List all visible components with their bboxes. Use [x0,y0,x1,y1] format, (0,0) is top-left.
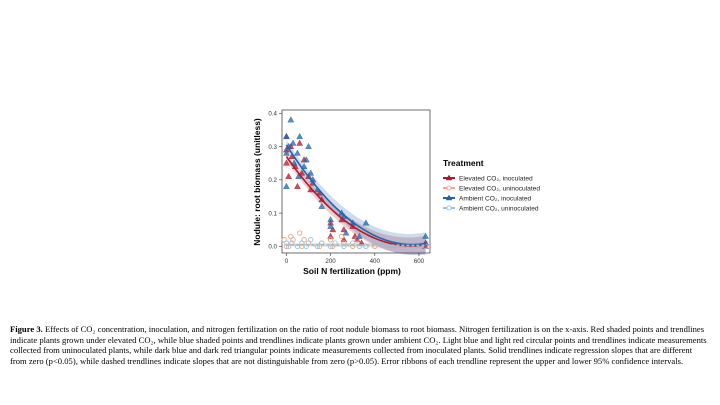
data-point-triangle [287,116,295,123]
data-point-triangle [296,139,304,146]
data-point-circle [363,243,369,249]
data-point-circle [290,237,296,243]
data-point-triangle [285,172,292,179]
x-tick-label: 0 [285,258,289,265]
data-point-circle [350,243,356,249]
data-point-triangle [283,149,290,156]
data-point-triangle [327,222,334,229]
data-point-triangle [283,182,290,189]
data-point-circle [332,240,338,246]
data-point-triangle [294,182,301,189]
legend-label: Ambient CO₂, inoculated [459,195,532,202]
data-point-triangle [307,169,315,176]
caption-text: Effects of CO₂ concentration, inoculatio… [10,324,707,366]
data-point-triangle [283,132,290,140]
y-tick-label: 0.3 [268,144,277,151]
x-tick-label: 200 [325,258,336,265]
data-point-triangle [327,216,334,223]
y-tick-label: 0.2 [268,177,277,184]
data-point-triangle [362,219,370,226]
data-point-circle [297,230,303,236]
legend-marker-triangle [445,194,453,201]
plot-area: 0.0 0.1 0.2 0.3 0.4 0 200 400 600 [268,109,431,265]
legend-label: Ambient CO₂, uninoculated [459,205,539,212]
x-axis-label: Soil N fertilization (ppm) [303,266,401,276]
trendline [285,144,426,246]
data-point-triangle [298,169,306,176]
y-tick-label: 0.4 [268,111,277,118]
data-point-triangle [318,202,326,209]
data-point-triangle [327,232,334,239]
legend: Treatment Elevated CO₂, inoculated Elevat… [443,158,540,212]
y-tick-label: 0.1 [268,210,277,217]
data-point-circle [338,233,345,240]
x-tick-label: 400 [370,258,381,265]
data-point-triangle [302,156,310,163]
data-point-triangle [422,232,429,239]
legend-marker-circle [446,185,452,191]
data-point-triangle [300,162,308,169]
data-point-triangle [305,142,312,149]
data-point-triangle [296,132,304,140]
y-tick-label: 0.0 [268,244,277,251]
legend-marker-triangle [445,174,453,181]
legend-marker-circle [446,205,452,211]
data-point-circle [283,243,290,249]
figure-chart: 0.0 0.1 0.2 0.3 0.4 0 200 400 600 Nodule: root b… [252,109,540,276]
data-point-triangle [355,232,363,239]
data-point-circle [372,243,378,249]
data-point-triangle [283,159,290,166]
data-point-circle [327,237,334,243]
data-point-triangle [340,226,348,233]
figure-caption: Figure 3. Effects of CO₂ concentration, … [10,324,710,366]
legend-title: Treatment [443,158,484,168]
data-point-triangle [342,229,350,236]
data-point-circle [327,243,334,249]
caption-label: Figure 3. [10,324,43,334]
data-point-triangle [289,139,297,146]
y-axis-label: Nodule: root biomass (unitless) [252,118,262,246]
data-point-triangle [329,226,337,233]
data-point-triangle [294,149,301,156]
data-point-triangle [340,236,348,243]
legend-label: Elevated CO₂, uninoculated [459,185,540,192]
data-point-circle [308,237,314,243]
data-point-circle [303,243,309,249]
data-point-circle [372,240,378,246]
x-tick-label: 600 [414,258,425,265]
legend-label: Elevated CO₂, inoculated [459,175,533,182]
data-point-circle [356,243,362,249]
